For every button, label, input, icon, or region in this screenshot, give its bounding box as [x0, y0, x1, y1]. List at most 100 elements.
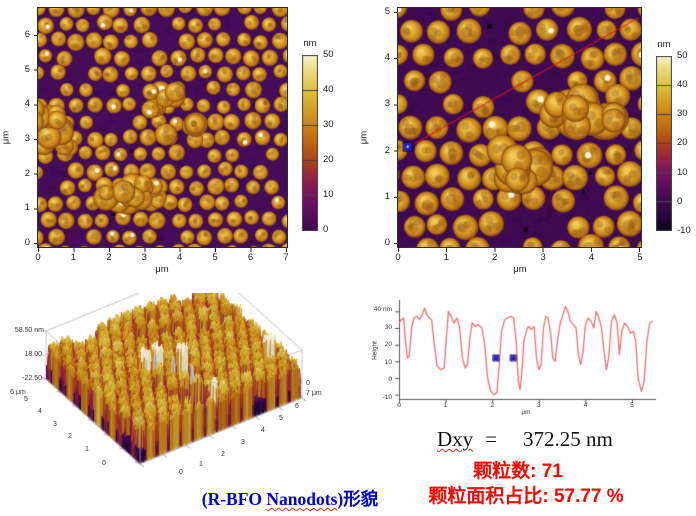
y-tick-label: 30	[384, 323, 392, 331]
dxy-value: 372.25 nm	[523, 427, 613, 451]
dxy-equals: =	[485, 427, 498, 451]
afm-left-y-tick-labels: 6 5 4 3 2 1 0	[14, 30, 30, 248]
3d-left-axis-tick-label: 6 μm	[10, 389, 26, 396]
colorbar-tick-label: 10	[677, 166, 688, 178]
colorbar-tick-label: 40	[323, 84, 334, 95]
dxy-label: Dxy	[437, 427, 474, 451]
3d-z-tick-label: -22.50	[22, 375, 42, 382]
colorbar-tick-label: 10	[323, 189, 334, 200]
colorbar-tick-label: 30	[323, 119, 334, 130]
3d-right-axis-tick-label: 7 μm	[306, 390, 322, 397]
y-tick-label: 5	[24, 63, 30, 75]
3d-z-tick-label: 58.50 nm	[14, 327, 44, 334]
profile-y-tick-labels: 40 nm 30 20 10 0 -10	[358, 306, 392, 402]
y-tick-label: 0	[388, 376, 392, 384]
x-tick-label: 4	[583, 402, 588, 409]
3d-right-axis-tick-label: 5	[279, 415, 283, 422]
x-tick-label: 1	[443, 402, 448, 409]
particle-count-value: 71	[541, 461, 563, 482]
colorbar-tick-label: 20	[677, 137, 688, 149]
x-tick-label: 5	[637, 252, 643, 263]
afm-left-x-tick-labels: 0 1 2 3 4 5 6 7	[32, 252, 292, 263]
profile-y-axis-label: Height	[371, 341, 379, 360]
y-tick-label: 0	[24, 236, 30, 248]
figure-caption: (R-BFO Nanodots)形貌	[150, 486, 430, 511]
x-tick-label: 4	[177, 252, 183, 263]
profile-x-tick-labels: 0 1 2 3 4 5	[394, 402, 637, 409]
particle-area-label: 颗粒面积占比:	[428, 486, 549, 507]
afm-left-x-ticks	[38, 248, 288, 252]
afm-3d-surface	[0, 293, 348, 483]
afm-right-colorbar	[656, 56, 672, 231]
y-tick-label: 3	[24, 132, 30, 144]
particle-area-line: 颗粒面积占比: 57.77 %	[376, 481, 676, 508]
colorbar-tick-label: 0	[677, 195, 683, 207]
3d-right-axis-tick-label: 1	[199, 461, 203, 468]
afm-right-x-axis-label: μm	[513, 264, 527, 275]
colorbar-tick-label: 50	[323, 49, 334, 60]
y-tick-label: 20	[384, 341, 392, 349]
afm-left-colorbar	[302, 55, 318, 231]
caption-prefix: (R-BFO	[201, 489, 267, 509]
afm-left-colorbar-labels: 50 40 30 20 10 0	[323, 50, 347, 235]
x-tick-label: 2	[492, 252, 498, 263]
colorbar-tick-label: 20	[323, 154, 334, 165]
3d-left-axis-tick-label: 4	[38, 408, 42, 415]
3d-right-axis-tick-label: 2	[221, 451, 225, 458]
height-profile-chart	[390, 296, 666, 412]
afm-right-y-tick-labels: 5 4 3 2 1 0	[374, 7, 390, 248]
colorbar-tick-label: 40	[677, 79, 688, 91]
caption-suffix: )形貌	[337, 489, 379, 509]
3d-left-axis-tick-label: 5	[24, 396, 28, 403]
afm-right-y-axis-label: μm	[358, 130, 370, 145]
afm-left-colorbar-title: nm	[303, 38, 317, 49]
x-tick-label: 6	[247, 252, 254, 263]
x-tick-label: 5	[630, 402, 634, 409]
3d-left-axis-tick-label: 2	[68, 433, 72, 440]
x-tick-label: 1	[70, 252, 77, 263]
colorbar-tick-label: 30	[677, 108, 688, 120]
caption-underlined-word: Nanodots	[266, 489, 338, 509]
y-tick-label: 10	[384, 358, 392, 366]
dxy-measurement: Dxy = 372.25 nm	[437, 427, 613, 452]
y-tick-label: 2	[384, 144, 390, 156]
x-tick-label: 2	[106, 252, 112, 263]
y-tick-label: 1	[384, 190, 390, 202]
3d-left-axis-tick-label: 1	[85, 446, 89, 453]
x-tick-label: 3	[540, 252, 546, 263]
3d-right-axis-tick-label: 0	[306, 380, 310, 387]
y-tick-label: 40 nm	[373, 306, 392, 313]
y-tick-label: 4	[384, 52, 390, 64]
colorbar-tick-label: 0	[323, 224, 329, 235]
3d-left-axis-tick-label: 3	[53, 421, 57, 428]
y-tick-label: 2	[24, 167, 30, 179]
x-tick-label: 7	[283, 252, 289, 263]
y-tick-label: 3	[384, 98, 390, 110]
colorbar-tick-label: -10	[677, 224, 691, 236]
x-tick-label: 0	[395, 252, 401, 263]
colorbar-tick-label: 50	[677, 50, 688, 61]
afm-right-x-tick-labels: 0 1 2 3 4 5	[392, 252, 646, 263]
y-tick-label: 1	[24, 202, 30, 214]
x-tick-label: 1	[443, 252, 450, 263]
3d-right-axis-tick-label: 4	[261, 427, 265, 434]
3d-right-axis-tick-label: 0	[179, 469, 183, 476]
3d-left-axis-tick-label: 0	[102, 460, 106, 467]
3d-right-axis-tick-label: 3	[241, 439, 245, 446]
x-tick-label: 3	[536, 402, 541, 409]
afm-2d-image-left	[37, 7, 288, 248]
3d-right-axis-tick-label: 6	[295, 403, 299, 410]
afm-right-colorbar-title: nm	[657, 39, 671, 50]
x-tick-label: 3	[141, 252, 147, 263]
afm-left-y-axis-label: μm	[0, 130, 12, 145]
profile-x-axis-label: μm	[521, 409, 531, 416]
x-tick-label: 0	[397, 402, 401, 409]
afm-left-y-ticks	[34, 35, 38, 245]
x-tick-label: 4	[588, 252, 595, 263]
y-tick-label: 4	[24, 98, 30, 110]
afm-left-x-axis-label: μm	[155, 264, 169, 275]
x-tick-label: 2	[490, 402, 494, 409]
particle-count-label: 颗粒数:	[473, 461, 537, 482]
y-tick-label: -10	[382, 393, 392, 401]
